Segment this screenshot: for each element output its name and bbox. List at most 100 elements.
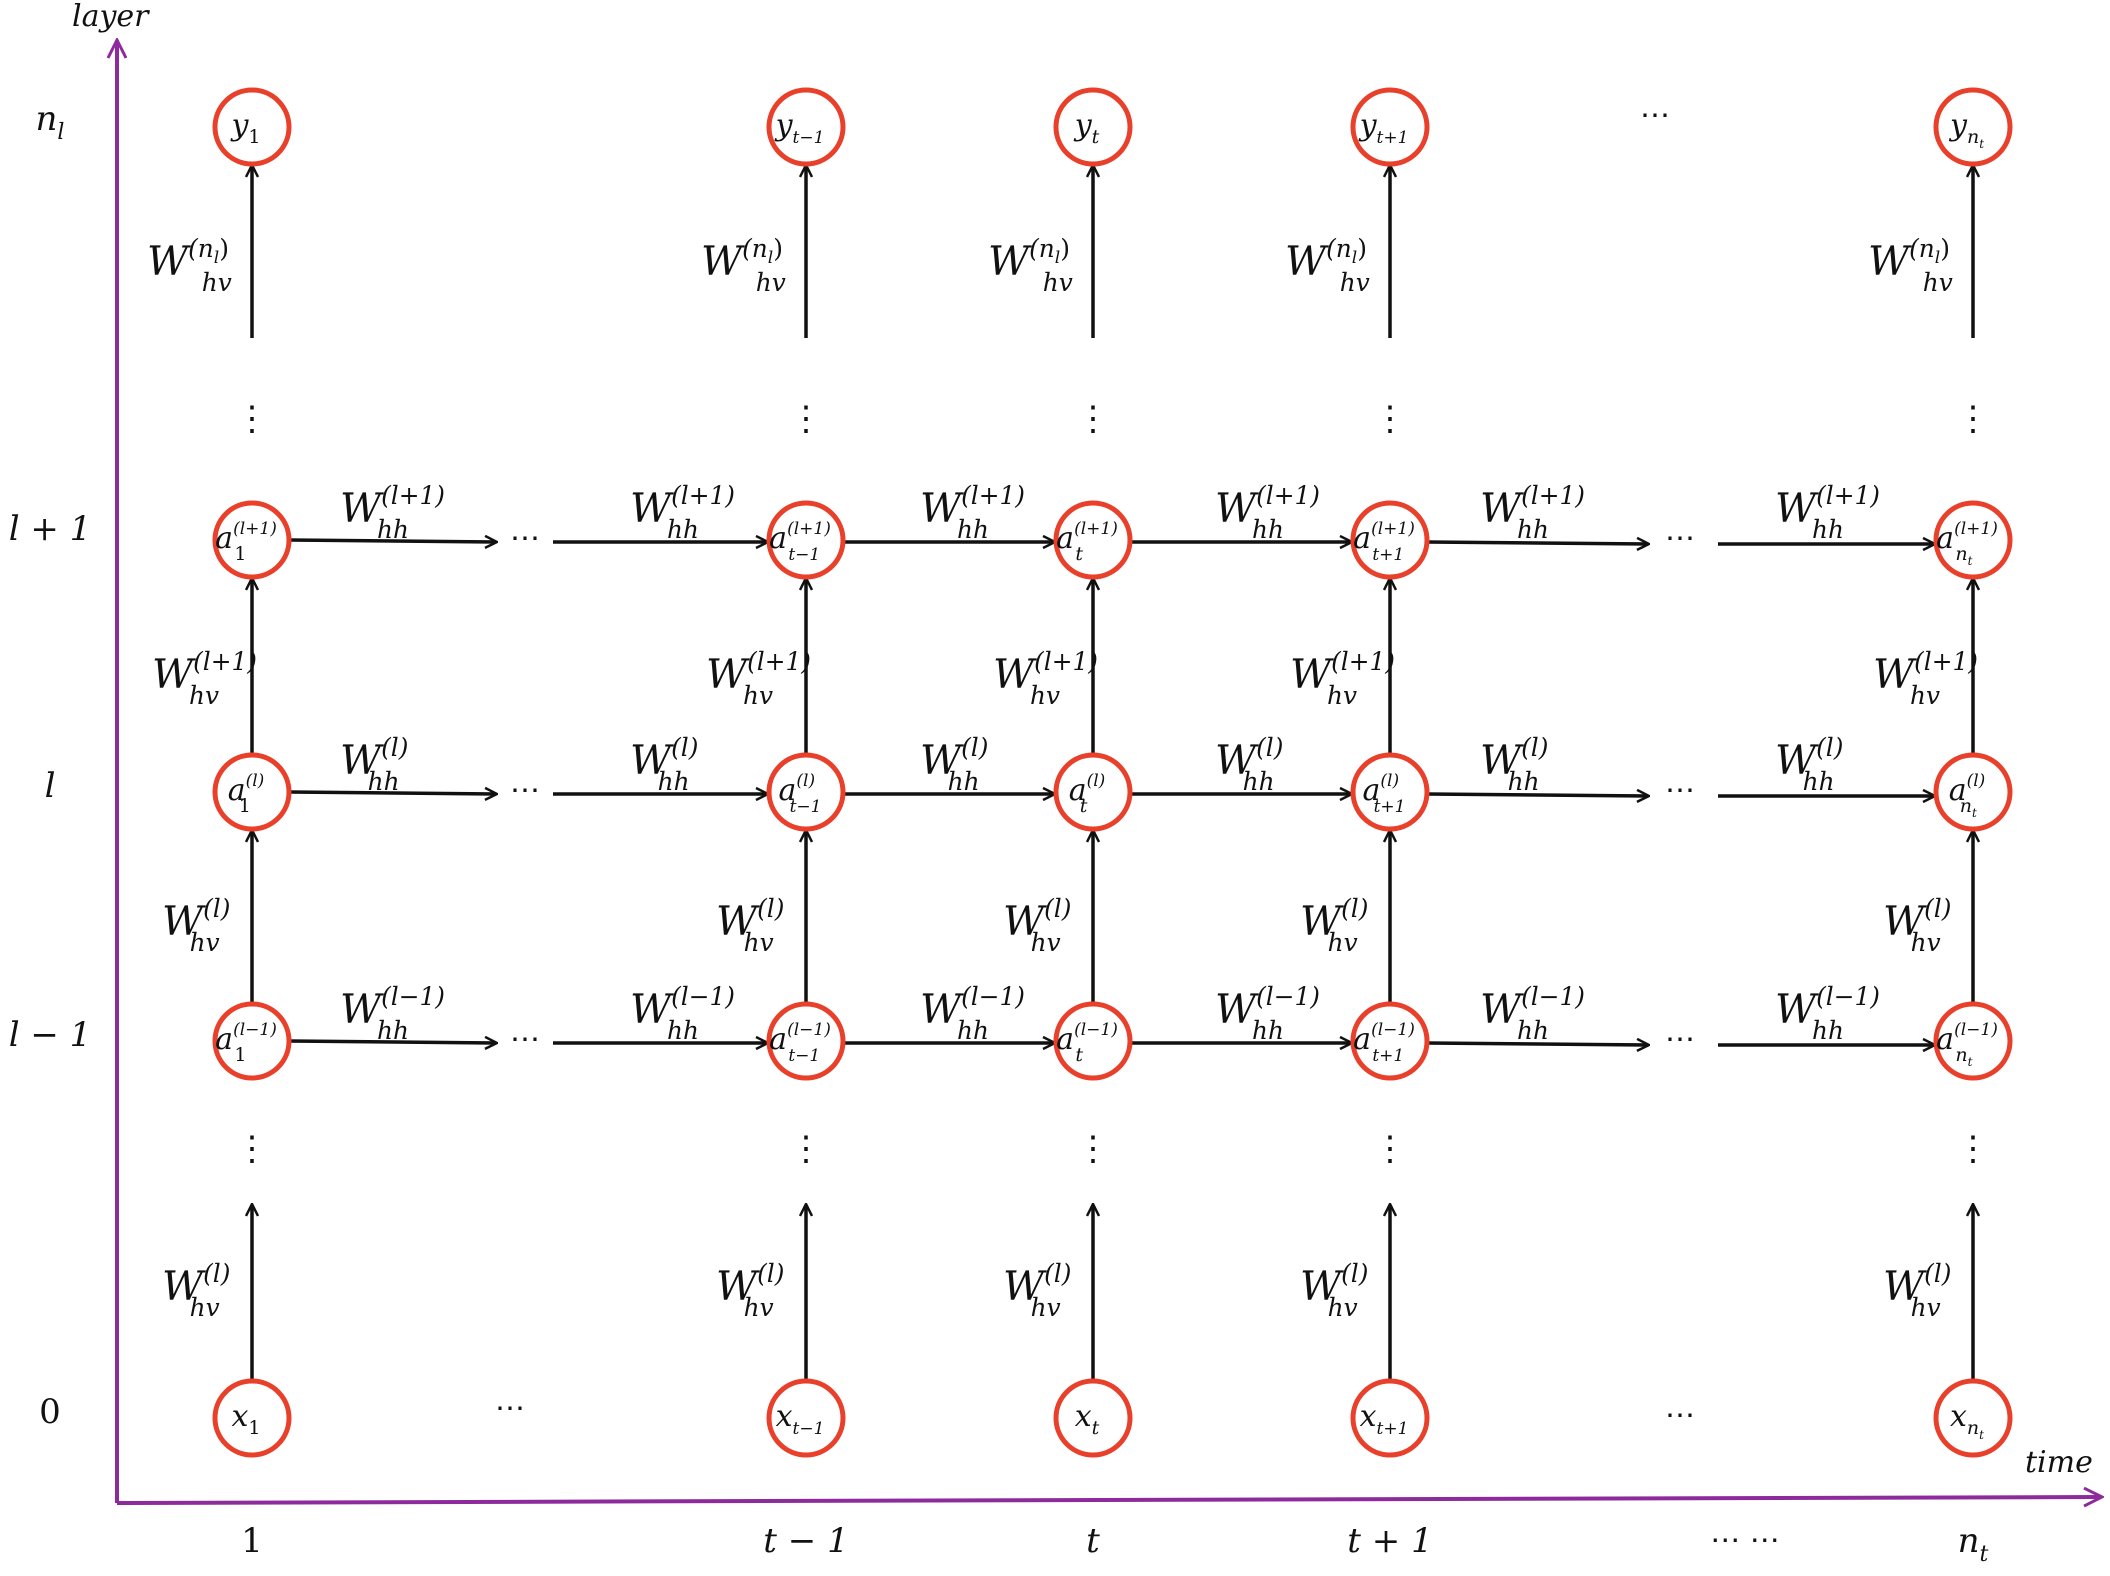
vdots-upper-2: ⋮ bbox=[1076, 399, 1110, 439]
axes: layer time bbox=[72, 0, 2100, 1503]
w-hh-l-1: W(l) hh bbox=[630, 733, 698, 796]
node-l-0 bbox=[212, 752, 292, 832]
y-axis-title: layer bbox=[72, 0, 150, 34]
w-hv-l-1: W(l) hv bbox=[716, 894, 784, 957]
w-hh-lp1-5: W(l+1) hh bbox=[1775, 481, 1880, 544]
node-l-1 bbox=[766, 752, 846, 832]
vdots-lower-3: ⋮ bbox=[1373, 1129, 1407, 1169]
node-label-l-2: a(l) t bbox=[1069, 771, 1106, 817]
h-arrow-lm1-0 bbox=[288, 1041, 496, 1043]
w-hh-l-3: W(l) hh bbox=[1215, 733, 1283, 796]
h-ellipsis-lm1-b: ⋯ bbox=[1665, 1022, 1695, 1057]
w-hv-out-2: W(nl) hv bbox=[988, 234, 1073, 297]
node-label-lm1-0: a(l−1) 1 bbox=[215, 1020, 277, 1066]
w-hv-lp1-1: W(l+1) hv bbox=[706, 647, 811, 710]
x-axis bbox=[116, 1497, 2100, 1503]
node-lp1-2 bbox=[1053, 500, 1133, 580]
node-l-4 bbox=[1933, 752, 2013, 832]
node-label-out-1: yt−1 bbox=[774, 108, 825, 148]
node-label-in-2: xt bbox=[1075, 1399, 1100, 1439]
w-hh-lm1-5: W(l−1) hh bbox=[1775, 982, 1880, 1045]
node-l-2 bbox=[1053, 752, 1133, 832]
row-label-lp1: l + 1 bbox=[9, 509, 92, 549]
node-out-1 bbox=[766, 87, 846, 167]
vdots-lower-4: ⋮ bbox=[1956, 1129, 1990, 1169]
w-hh-lm1-3: W(l−1) hh bbox=[1215, 982, 1320, 1045]
vdots-lower-0: ⋮ bbox=[235, 1129, 269, 1169]
input-ellipsis-a: ⋯ bbox=[495, 1391, 525, 1426]
node-label-in-4: xnt bbox=[1950, 1399, 1984, 1442]
h-ellipsis-l-b: ⋯ bbox=[1665, 773, 1695, 808]
w-hh-lm1-4: W(l−1) hh bbox=[1480, 982, 1585, 1045]
node-in-2 bbox=[1053, 1378, 1133, 1458]
column-label-3: t + 1 bbox=[1347, 1521, 1432, 1561]
w-hh-lm1-1: W(l−1) hh bbox=[630, 982, 735, 1045]
vdots-upper-1: ⋮ bbox=[789, 399, 823, 439]
network: nl l + 1 l l − 1 0 1 t − 1 t t + 1 nt ⋯ ⋯ ⋯ ⋯ W(l+1) h… bbox=[9, 87, 2013, 1567]
w-hh-l-4: W(l) hh bbox=[1480, 733, 1548, 796]
vdots-upper-3: ⋮ bbox=[1373, 399, 1407, 439]
h-arrow-lm1-4 bbox=[1426, 1043, 1648, 1045]
w-hh-lp1-0: W(l+1) hh bbox=[340, 481, 445, 544]
node-label-in-0: x1 bbox=[231, 1399, 260, 1439]
node-in-0 bbox=[212, 1378, 292, 1458]
h-arrow-l-4 bbox=[1426, 794, 1648, 796]
node-label-lp1-4: a(l+1) nt bbox=[1936, 519, 1998, 568]
w-hv-in-3: W(l) hv bbox=[1300, 1259, 1368, 1322]
h-arrow-lp1-4 bbox=[1426, 542, 1648, 544]
node-label-l-0: a(l) 1 bbox=[228, 771, 265, 817]
w-hv-l-4: W(l) hv bbox=[1883, 894, 1951, 957]
w-hh-l-5: W(l) hh bbox=[1775, 733, 1843, 796]
w-hv-in-4: W(l) hv bbox=[1883, 1259, 1951, 1322]
vdots-upper-4: ⋮ bbox=[1956, 399, 1990, 439]
w-hv-out-4: W(nl) hv bbox=[1868, 234, 1953, 297]
w-hv-lp1-3: W(l+1) hv bbox=[1290, 647, 1395, 710]
node-in-1 bbox=[766, 1378, 846, 1458]
node-lp1-4 bbox=[1933, 500, 2013, 580]
node-label-out-0: y1 bbox=[229, 108, 260, 148]
w-hv-l-0: W(l) hv bbox=[162, 894, 230, 957]
node-label-out-2: yt bbox=[1073, 108, 1100, 148]
w-hh-lp1-3: W(l+1) hh bbox=[1215, 481, 1320, 544]
vdots-upper-0: ⋮ bbox=[235, 399, 269, 439]
w-hh-lp1-1: W(l+1) hh bbox=[630, 481, 735, 544]
w-hv-lp1-0: W(l+1) hv bbox=[152, 647, 257, 710]
w-hv-out-1: W(nl) hv bbox=[701, 234, 786, 297]
vdots-lower-1: ⋮ bbox=[789, 1129, 823, 1169]
w-hv-in-0: W(l) hv bbox=[162, 1259, 230, 1322]
node-out-3 bbox=[1350, 87, 1430, 167]
w-hv-l-2: W(l) hv bbox=[1003, 894, 1071, 957]
node-lm1-3 bbox=[1350, 1001, 1430, 1081]
column-label-2: t bbox=[1086, 1521, 1100, 1561]
column-label-1: t − 1 bbox=[763, 1521, 848, 1561]
node-label-lp1-2: a(l+1) t bbox=[1056, 519, 1118, 565]
h-arrow-l-0 bbox=[288, 792, 496, 794]
node-label-lm1-4: a(l−1) nt bbox=[1936, 1020, 1998, 1069]
time-axis-ellipsis: ⋯ ⋯ bbox=[1710, 1523, 1780, 1558]
node-label-lm1-2: a(l−1) t bbox=[1056, 1020, 1118, 1066]
node-label-lm1-3: a(l−1) t+1 bbox=[1353, 1020, 1415, 1066]
node-lp1-3 bbox=[1350, 500, 1430, 580]
node-out-4 bbox=[1933, 87, 2013, 167]
node-label-out-4: ynt bbox=[1948, 108, 1984, 151]
node-label-out-3: yt+1 bbox=[1358, 108, 1409, 148]
row-label-in: 0 bbox=[39, 1392, 61, 1432]
row-label-out: nl bbox=[36, 99, 65, 145]
row-label-l: l bbox=[45, 766, 56, 806]
w-hv-l-3: W(l) hv bbox=[1300, 894, 1368, 957]
node-lp1-1 bbox=[766, 500, 846, 580]
node-lm1-0 bbox=[212, 1001, 292, 1081]
node-in-4 bbox=[1933, 1378, 2013, 1458]
node-out-2 bbox=[1053, 87, 1133, 167]
h-ellipsis-lp1-a: ⋯ bbox=[510, 521, 540, 556]
output-ellipsis: ⋯ bbox=[1640, 98, 1670, 133]
w-hh-lm1-0: W(l−1) hh bbox=[340, 982, 445, 1045]
column-label-4: nt bbox=[1958, 1521, 1989, 1567]
w-hh-l-2: W(l) hh bbox=[920, 733, 988, 796]
w-hv-lp1-2: W(l+1) hv bbox=[993, 647, 1098, 710]
node-lm1-4 bbox=[1933, 1001, 2013, 1081]
w-hv-out-0: W(nl) hv bbox=[147, 234, 232, 297]
node-label-lp1-1: a(l+1) t−1 bbox=[769, 519, 831, 565]
node-label-in-3: xt+1 bbox=[1360, 1399, 1409, 1439]
w-hv-in-2: W(l) hv bbox=[1003, 1259, 1071, 1322]
